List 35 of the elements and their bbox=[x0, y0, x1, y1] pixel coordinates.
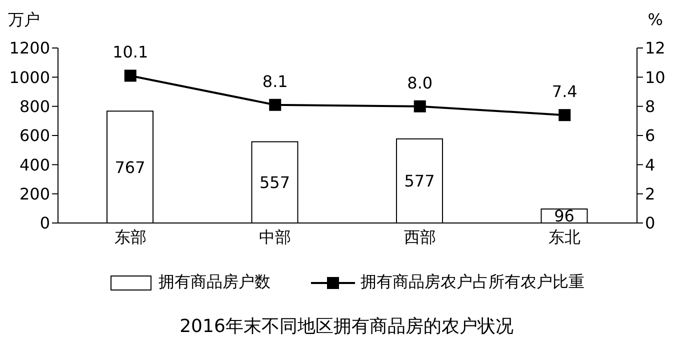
text: 2016年末不同地区拥有商品房的农户状况 bbox=[178, 315, 514, 338]
y2-tick-label: 6 bbox=[645, 126, 656, 146]
y-tick-label: 400 bbox=[19, 155, 50, 174]
legend-label: 拥有商品房农户占所有农户比重 bbox=[360, 272, 584, 293]
y2-tick-label: 2 bbox=[645, 184, 656, 204]
data-label: 8.1 bbox=[262, 72, 288, 91]
data-label: 7.4 bbox=[552, 82, 578, 102]
y-axis-title: 万户 bbox=[8, 10, 40, 31]
data-label: 10.1 bbox=[112, 42, 148, 62]
x-tick-label: 中部 bbox=[259, 227, 292, 246]
point bbox=[124, 70, 136, 82]
y-tick-label: 600 bbox=[19, 126, 50, 146]
y-tick-label: 1200 bbox=[9, 38, 50, 58]
x-tick-label: 西部 bbox=[404, 227, 436, 246]
data-label: 557 bbox=[259, 173, 290, 192]
y-tick-label: 200 bbox=[19, 184, 50, 204]
y2-tick-label: 4 bbox=[645, 155, 656, 174]
y-tick-label: 800 bbox=[19, 97, 50, 116]
point bbox=[558, 109, 571, 122]
legend-label: 拥有商品房户数 bbox=[158, 272, 270, 293]
y2-axis-title: % bbox=[648, 10, 663, 29]
y2-tick-label: 10 bbox=[645, 68, 666, 87]
data-label: 767 bbox=[114, 158, 146, 177]
y2-tick-label: 0 bbox=[645, 214, 656, 233]
point bbox=[269, 98, 282, 111]
y2-tick-label: 8 bbox=[645, 97, 656, 116]
x-tick-label: 东部 bbox=[114, 227, 146, 246]
data-label: 8.0 bbox=[407, 73, 433, 92]
y2-tick-label: 12 bbox=[645, 38, 666, 58]
x-tick-label: 东北 bbox=[548, 227, 581, 246]
y-tick-label: 1000 bbox=[9, 68, 50, 87]
data-label: 96 bbox=[554, 206, 574, 226]
data-label: 577 bbox=[404, 172, 435, 191]
point bbox=[414, 100, 426, 112]
y-tick-label: 0 bbox=[40, 214, 50, 233]
